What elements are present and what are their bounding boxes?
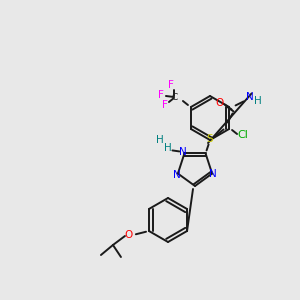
Text: O: O xyxy=(125,230,133,240)
Text: C: C xyxy=(172,92,178,101)
Text: N: N xyxy=(173,169,181,180)
Text: N: N xyxy=(178,147,186,158)
Text: Cl: Cl xyxy=(238,130,248,140)
Text: H: H xyxy=(155,135,163,146)
Text: S: S xyxy=(206,134,213,144)
Text: N: N xyxy=(246,92,254,102)
Text: F: F xyxy=(168,80,174,90)
Text: H: H xyxy=(164,143,171,153)
Text: H: H xyxy=(254,96,262,106)
Text: F: F xyxy=(162,100,168,110)
Text: F: F xyxy=(158,90,164,100)
Text: N: N xyxy=(209,169,217,178)
Text: O: O xyxy=(215,98,224,108)
